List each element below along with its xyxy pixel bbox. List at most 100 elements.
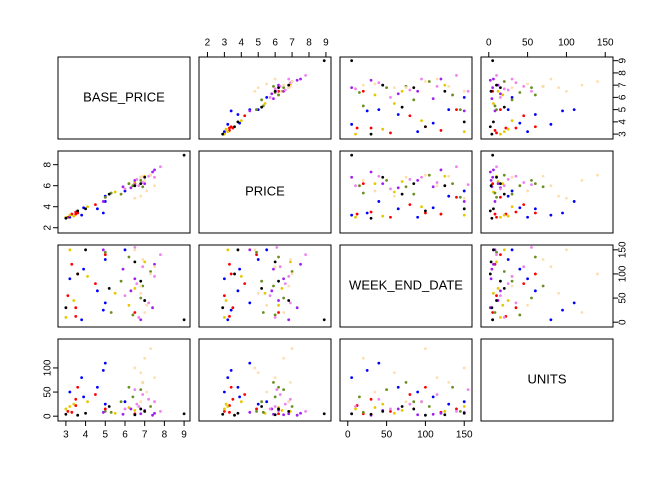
point (501, 93, 505, 97)
point (404, 86, 408, 89)
point (462, 120, 466, 124)
point (443, 174, 447, 178)
point (377, 108, 381, 112)
point (369, 412, 373, 416)
point (557, 86, 561, 89)
point (139, 400, 143, 404)
point (229, 125, 233, 129)
point (282, 413, 286, 417)
point (255, 253, 258, 257)
point (439, 212, 443, 216)
point (526, 130, 529, 134)
point (282, 388, 286, 392)
point (226, 130, 230, 134)
point (248, 248, 252, 252)
point (127, 303, 131, 307)
point (153, 376, 156, 379)
point (143, 356, 147, 360)
point (506, 108, 510, 112)
point (143, 175, 147, 179)
point (389, 407, 392, 411)
point (526, 303, 529, 307)
point (350, 412, 354, 416)
point (596, 272, 599, 276)
point (466, 89, 470, 93)
point (504, 126, 508, 130)
point (502, 173, 506, 177)
point (119, 192, 123, 196)
point (226, 405, 230, 408)
point (113, 291, 117, 295)
point (373, 182, 377, 185)
point (277, 86, 280, 89)
point (273, 405, 277, 408)
point (82, 267, 86, 271)
point (287, 400, 291, 404)
point (549, 122, 553, 126)
point (222, 277, 226, 281)
point (377, 81, 381, 85)
point (282, 277, 286, 281)
point (462, 130, 466, 134)
point (385, 388, 388, 392)
point (127, 255, 131, 259)
point (141, 381, 145, 384)
point (129, 186, 133, 190)
point (143, 299, 147, 302)
point (510, 86, 514, 89)
point (68, 277, 72, 281)
point (549, 213, 553, 217)
point (530, 179, 533, 182)
point (373, 93, 377, 97)
point (416, 413, 420, 417)
point (495, 253, 498, 257)
point (373, 189, 377, 193)
point (265, 248, 269, 252)
point (84, 207, 87, 211)
point (455, 165, 458, 169)
point (447, 174, 451, 178)
point (431, 395, 435, 399)
point (295, 413, 299, 417)
point (70, 262, 74, 266)
point (226, 318, 230, 322)
point (222, 130, 226, 134)
point (355, 126, 359, 130)
point (243, 393, 247, 396)
point (261, 311, 265, 314)
point (123, 248, 127, 252)
point (408, 402, 412, 406)
point (490, 267, 494, 271)
point (287, 77, 291, 81)
point (139, 388, 143, 392)
point (451, 93, 454, 97)
point (149, 173, 152, 177)
point (145, 189, 149, 193)
point (447, 381, 451, 384)
point (369, 170, 373, 174)
point (443, 413, 447, 417)
point (451, 385, 454, 389)
point (530, 183, 533, 187)
point (153, 168, 156, 172)
point (499, 108, 502, 112)
point (439, 168, 443, 172)
point (290, 347, 294, 351)
point (365, 109, 369, 113)
point (499, 182, 502, 185)
point (72, 402, 76, 406)
point (572, 108, 576, 112)
point (101, 308, 105, 312)
point (64, 306, 68, 310)
point (435, 181, 439, 184)
point (268, 294, 272, 298)
point (510, 77, 514, 81)
point (80, 318, 84, 322)
point (129, 407, 133, 411)
point (127, 385, 131, 389)
point (526, 215, 529, 219)
point (255, 108, 258, 112)
point (424, 413, 427, 417)
point (107, 405, 111, 408)
point (268, 407, 272, 411)
